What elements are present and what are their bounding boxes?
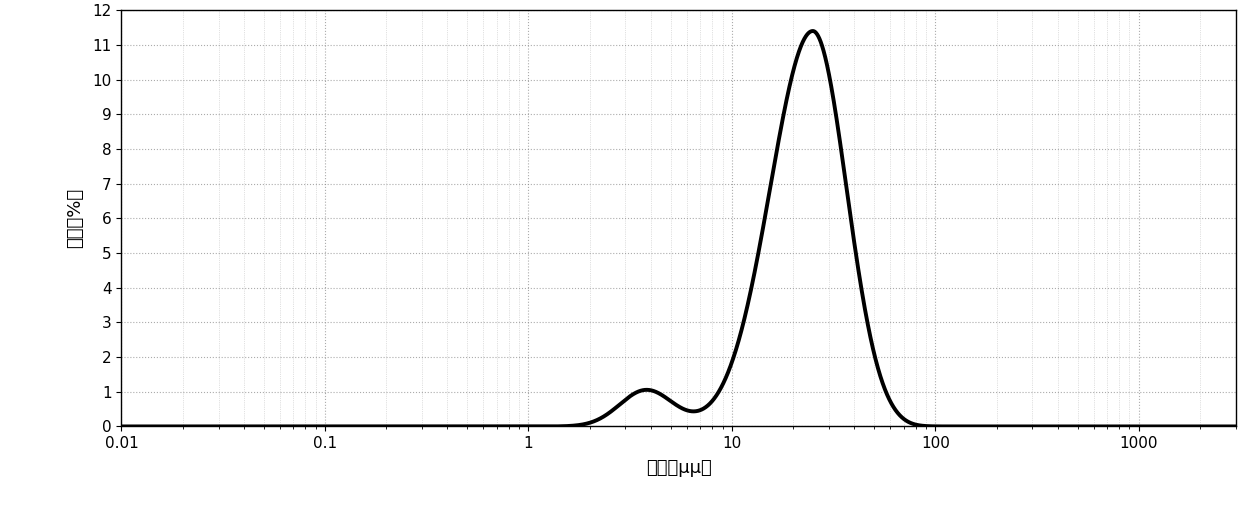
Y-axis label: 体积（%）: 体积（%）	[66, 188, 84, 248]
X-axis label: 粒度（μμ）: 粒度（μμ）	[646, 459, 712, 478]
